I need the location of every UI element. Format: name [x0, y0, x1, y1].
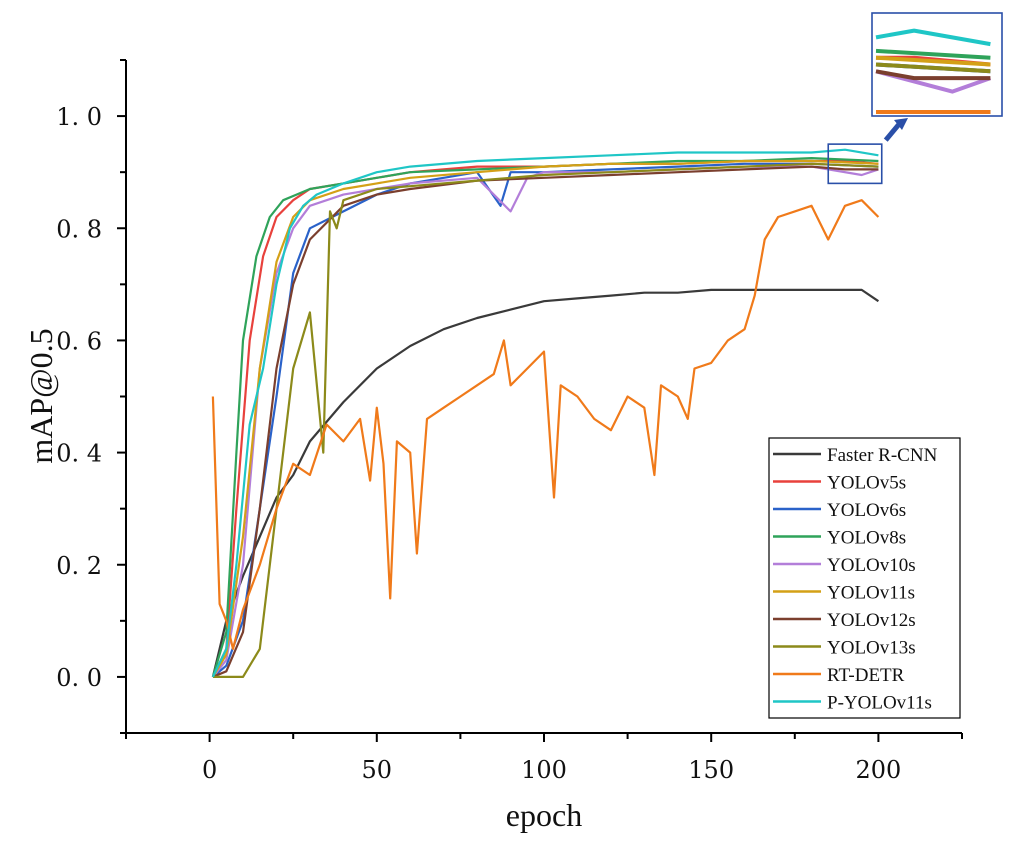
y-tick-label: 0. 4	[56, 440, 102, 468]
series-line-9	[211, 148, 879, 678]
legend-label: Faster R-CNN	[827, 445, 938, 466]
legend-label: YOLOv5s	[827, 473, 906, 494]
zoom-series-line-7	[875, 62, 991, 74]
zoom-arrow-head	[894, 118, 908, 130]
axes: 0 50 100 150 200 0. 0 0. 2 0. 4 0. 6 0. 8 1. 0	[56, 59, 963, 784]
zoom-arrow-shaft	[883, 121, 902, 142]
series-line-0	[211, 288, 880, 678]
series-line-8	[211, 199, 880, 651]
legend-label: YOLOv13s	[827, 638, 916, 659]
legend-label: YOLOv11s	[827, 583, 915, 604]
x-tick-label: 100	[521, 756, 567, 784]
x-tick-label: 200	[855, 756, 901, 784]
legend-label: RT-DETR	[827, 665, 905, 686]
legend-label: YOLOv10s	[827, 555, 916, 576]
zoom-region-box	[827, 143, 883, 185]
legend-label: P-YOLOv11s	[827, 693, 932, 714]
zoom-series-line-6	[875, 69, 991, 81]
y-tick-label: 0. 8	[56, 215, 102, 243]
zoom-series-line-3	[875, 48, 991, 60]
legend-label: YOLOv6s	[827, 500, 906, 521]
y-tick-label: 0. 6	[56, 327, 102, 355]
y-tick-label: 1. 0	[56, 103, 102, 131]
x-tick-label: 150	[688, 756, 734, 784]
series-line-7	[212, 162, 879, 679]
zoom-series-line-5	[875, 55, 991, 67]
legend-label: YOLOv12s	[827, 610, 916, 631]
x-tick-label: 0	[202, 756, 217, 784]
legend: Faster R-CNN YOLOv5s YOLOv6s YOLOv8s YOLOv10…	[768, 437, 961, 719]
y-axis-title: mAP@0.5	[23, 328, 59, 463]
x-axis-title: epoch	[506, 797, 582, 833]
y-tick-label: 0. 2	[56, 552, 102, 580]
series-line-6	[212, 165, 879, 678]
zoom-series-line-4	[875, 69, 992, 94]
series-lines	[211, 148, 880, 679]
y-tick-label: 0. 0	[56, 664, 102, 692]
series-line-5	[211, 159, 879, 678]
x-tick-label: 50	[362, 756, 393, 784]
legend-label: YOLOv8s	[827, 528, 906, 549]
zoom-series-line-9	[875, 28, 991, 47]
zoom-inset	[827, 12, 1003, 185]
legend-box	[768, 437, 961, 719]
